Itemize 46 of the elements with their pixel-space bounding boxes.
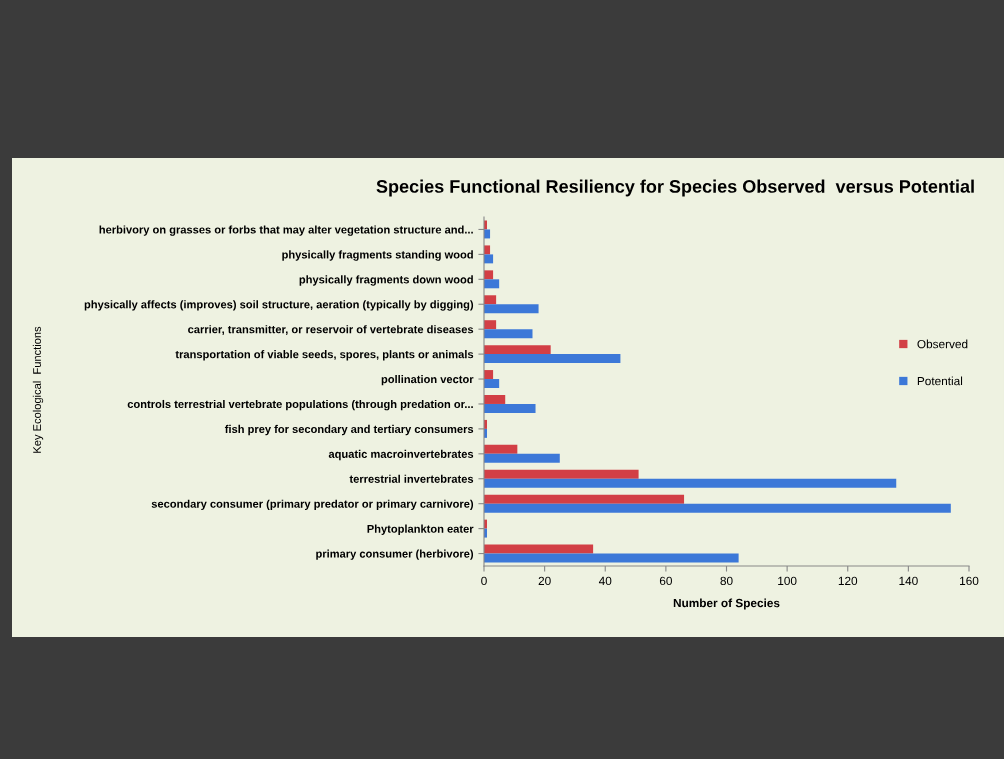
y-tick-label: terrestrial invertebrates xyxy=(349,474,474,483)
bar xyxy=(484,444,518,454)
y-tick-label: secondary consumer (primary predator or primary carnivore) xyxy=(151,499,474,511)
y-tick-label: pollination vector xyxy=(381,375,474,386)
y-tick-label: primary consumer (herbivore) xyxy=(316,549,474,560)
bar xyxy=(484,320,497,330)
x-tick-label: 100 xyxy=(778,576,797,586)
x-tick-label: 120 xyxy=(838,576,858,586)
bar xyxy=(484,329,533,339)
y-tick-label: physically fragments standing wood xyxy=(282,250,473,261)
bar xyxy=(484,494,685,504)
bar xyxy=(484,304,539,314)
x-tick-label: 60 xyxy=(659,576,672,586)
x-tick-label: 80 xyxy=(720,576,733,586)
y-tick-label: physically fragments down wood xyxy=(299,275,473,286)
x-tick-label: 140 xyxy=(899,576,918,586)
bar xyxy=(484,469,639,479)
bar xyxy=(484,345,551,355)
x-axis-title: Number of Species xyxy=(673,598,780,610)
x-tick-label: 0 xyxy=(481,576,487,586)
x-tick-label: 40 xyxy=(598,576,612,586)
bar xyxy=(484,379,500,389)
bar xyxy=(484,295,497,305)
bar xyxy=(484,394,506,404)
y-tick-label: herbivory on grasses or forbs that may alter vegetation structure and... xyxy=(99,225,473,236)
y-tick-label: aquatic macroinvertebrates xyxy=(328,449,474,461)
y-axis-title: Key Ecological Functions xyxy=(32,326,44,453)
bar xyxy=(484,279,500,289)
bar xyxy=(484,544,594,554)
y-tick-label: Phytoplankton eater xyxy=(367,524,474,535)
y-tick-label: physically affects (improves) soil structure, aeration (typically by digging) xyxy=(84,300,474,311)
bar xyxy=(484,503,951,513)
x-tick-label: 20 xyxy=(538,576,551,586)
y-tick-label: transportation of viable seeds, spores, plants or animals xyxy=(175,350,474,361)
bar xyxy=(484,354,621,364)
y-tick-label: carrier, transmitter, or reservoir of vertebrate diseases xyxy=(188,325,474,335)
bar xyxy=(484,478,897,488)
bar xyxy=(484,453,560,463)
chart-title: Species Functional Resiliency for Species Observed versus Potential xyxy=(376,179,974,197)
bar xyxy=(484,553,739,563)
legend-label: Observed xyxy=(917,339,968,349)
y-tick-label: controls terrestrial vertebrate populations (through predation or... xyxy=(127,399,473,411)
x-tick-label: 160 xyxy=(960,576,979,586)
bar xyxy=(484,403,536,413)
legend-label: Potential xyxy=(917,376,963,386)
y-tick-label: fish prey for secondary and tertiary consumers xyxy=(224,424,474,436)
